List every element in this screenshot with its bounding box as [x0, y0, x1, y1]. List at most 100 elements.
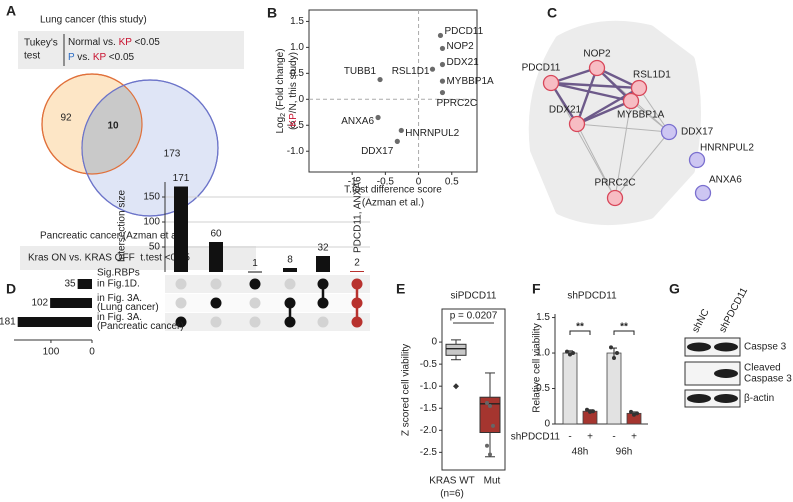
node-label: NOP2 — [583, 49, 611, 60]
annotation: PDCD11, ANXA6 — [353, 176, 364, 253]
legend-entry-part: <0.05 — [106, 52, 135, 63]
network-edge — [575, 67, 599, 125]
blot-frame — [684, 337, 741, 357]
bar — [606, 352, 622, 425]
panel-letter: A — [6, 3, 16, 19]
set-name: (Pancreatic cancer) — [97, 321, 184, 332]
y-axis-label-part: /N, this study) — [288, 52, 299, 113]
point — [629, 409, 633, 414]
panel-letter: B — [267, 5, 277, 21]
y-axis-label-part: Log — [275, 117, 286, 134]
x-tick-label: 0 — [416, 177, 422, 188]
matrix-dot — [249, 297, 261, 309]
point — [632, 412, 636, 417]
y-tick-label: 150 — [143, 192, 160, 203]
venn-bottom-title: Pancreatic cancer (Azman et al.) — [40, 231, 185, 242]
set-label: 35 — [65, 279, 77, 290]
point — [439, 78, 446, 84]
outlier — [453, 383, 459, 390]
x-tick-label: 0.5 — [445, 177, 459, 188]
point — [439, 45, 446, 52]
network-node — [660, 123, 678, 141]
x-axis-label: (Azman et al.) — [362, 198, 424, 209]
x-tick-label: (n=6) — [440, 489, 464, 500]
point — [585, 407, 589, 412]
box — [479, 396, 501, 434]
significance: ** — [576, 322, 584, 333]
set-bar — [77, 279, 92, 289]
legend-entry-part: vs. — [75, 52, 93, 63]
point — [615, 351, 619, 356]
point-label: PPRC2C — [436, 98, 477, 109]
venn-count: 10 — [107, 121, 119, 132]
y-tick-label: 1.5 — [290, 16, 304, 27]
point — [568, 352, 572, 357]
network-edge — [576, 123, 670, 133]
matrix-dot — [284, 297, 296, 309]
y-tick-label: 1.0 — [290, 42, 304, 53]
node-label: PRRC2C — [594, 178, 635, 189]
x-tick-label: - — [568, 432, 571, 443]
point — [488, 404, 492, 409]
bar-label: 2 — [354, 258, 360, 269]
bar-label: 32 — [317, 243, 329, 254]
node-label: RSL1D1 — [633, 70, 671, 81]
network-node — [688, 151, 706, 169]
node-label: ANXA6 — [709, 175, 742, 186]
point — [394, 138, 400, 144]
matrix-dot — [210, 297, 222, 309]
point — [588, 409, 592, 414]
plot-frame — [441, 308, 506, 471]
matrix-dot — [210, 278, 222, 290]
plot-frame — [308, 9, 478, 173]
y-axis-label-part: KP — [288, 113, 299, 127]
row-label: shPDCD11 — [511, 432, 561, 443]
y-axis-label-part: (Fold change) — [275, 48, 286, 112]
bar — [283, 268, 297, 272]
point — [429, 66, 436, 72]
y-tick-label: -2.0 — [420, 425, 438, 436]
point-label: DDX17 — [361, 146, 394, 157]
point — [439, 61, 446, 68]
matrix-dot — [284, 316, 296, 328]
matrix-dot — [175, 297, 187, 309]
point-label: PDCD11 — [444, 26, 483, 37]
network-node — [568, 115, 586, 133]
blot-label: Cleaved — [744, 363, 781, 374]
legend-box — [18, 31, 244, 69]
x-tick-label: - — [612, 432, 615, 443]
network-node — [630, 79, 648, 97]
x-tick-label: + — [587, 432, 593, 443]
matrix-dot — [351, 278, 363, 290]
group-label: 48h — [572, 447, 589, 458]
matrix-dot — [317, 278, 329, 290]
point — [609, 345, 613, 350]
bar — [174, 186, 188, 272]
point — [591, 409, 595, 414]
point — [485, 443, 489, 448]
significance: ** — [620, 322, 628, 333]
chart-title: shPDCD11 — [567, 291, 617, 302]
point — [571, 351, 575, 356]
network-node — [694, 184, 712, 202]
box — [445, 343, 467, 356]
network-edge — [550, 82, 616, 199]
blot-band — [714, 369, 738, 378]
bar — [350, 271, 364, 272]
network-edge — [576, 99, 632, 126]
point-label: HNRNPUL2 — [405, 128, 459, 139]
set-label: 181 — [0, 317, 16, 328]
point-label: RSL1D1 — [392, 66, 430, 77]
bar — [209, 242, 223, 272]
node-label: MYBBP1A — [617, 110, 665, 121]
point — [612, 356, 616, 360]
point-label: NOP2 — [446, 41, 474, 52]
network-edge — [550, 81, 640, 90]
blot-frame — [684, 361, 741, 386]
y-tick-label: 1.0 — [536, 348, 550, 359]
bar — [562, 352, 578, 425]
network-node — [542, 74, 560, 92]
point — [565, 349, 569, 354]
point — [375, 114, 381, 121]
network-edge — [614, 131, 670, 199]
